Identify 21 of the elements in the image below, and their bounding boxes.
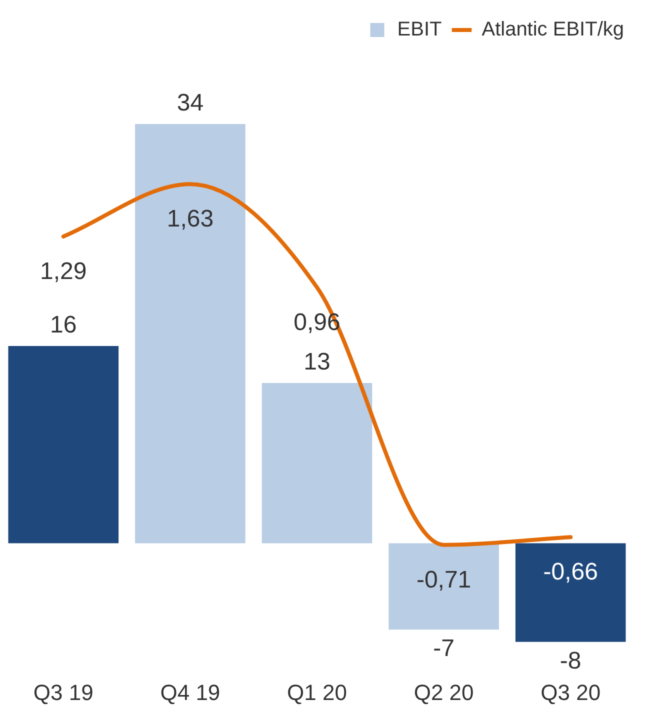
data-label: -8	[560, 648, 582, 675]
legend-label: EBIT	[397, 18, 442, 41]
data-label: 1,63	[166, 206, 214, 233]
legend-label: Atlantic EBIT/kg	[482, 18, 624, 41]
data-label: 1,29	[40, 258, 87, 286]
data-label: -7	[433, 635, 454, 662]
bar	[8, 346, 119, 544]
data-label: 13	[304, 348, 330, 376]
data-label: -0,71	[416, 566, 472, 594]
bar	[515, 543, 626, 642]
x-tick-label: Q3 20	[540, 680, 601, 705]
data-label: 16	[50, 312, 77, 339]
x-tick-label: Q4 19	[160, 680, 220, 705]
bar	[388, 543, 499, 630]
x-tick-label: Q2 20	[414, 680, 474, 705]
bar	[135, 124, 246, 544]
x-tick-label: Q1 20	[287, 680, 347, 705]
x-tick-label: Q3 19	[33, 680, 94, 705]
bar	[262, 382, 372, 544]
data-label: 34	[176, 90, 204, 117]
data-label: -0,66	[543, 558, 598, 586]
